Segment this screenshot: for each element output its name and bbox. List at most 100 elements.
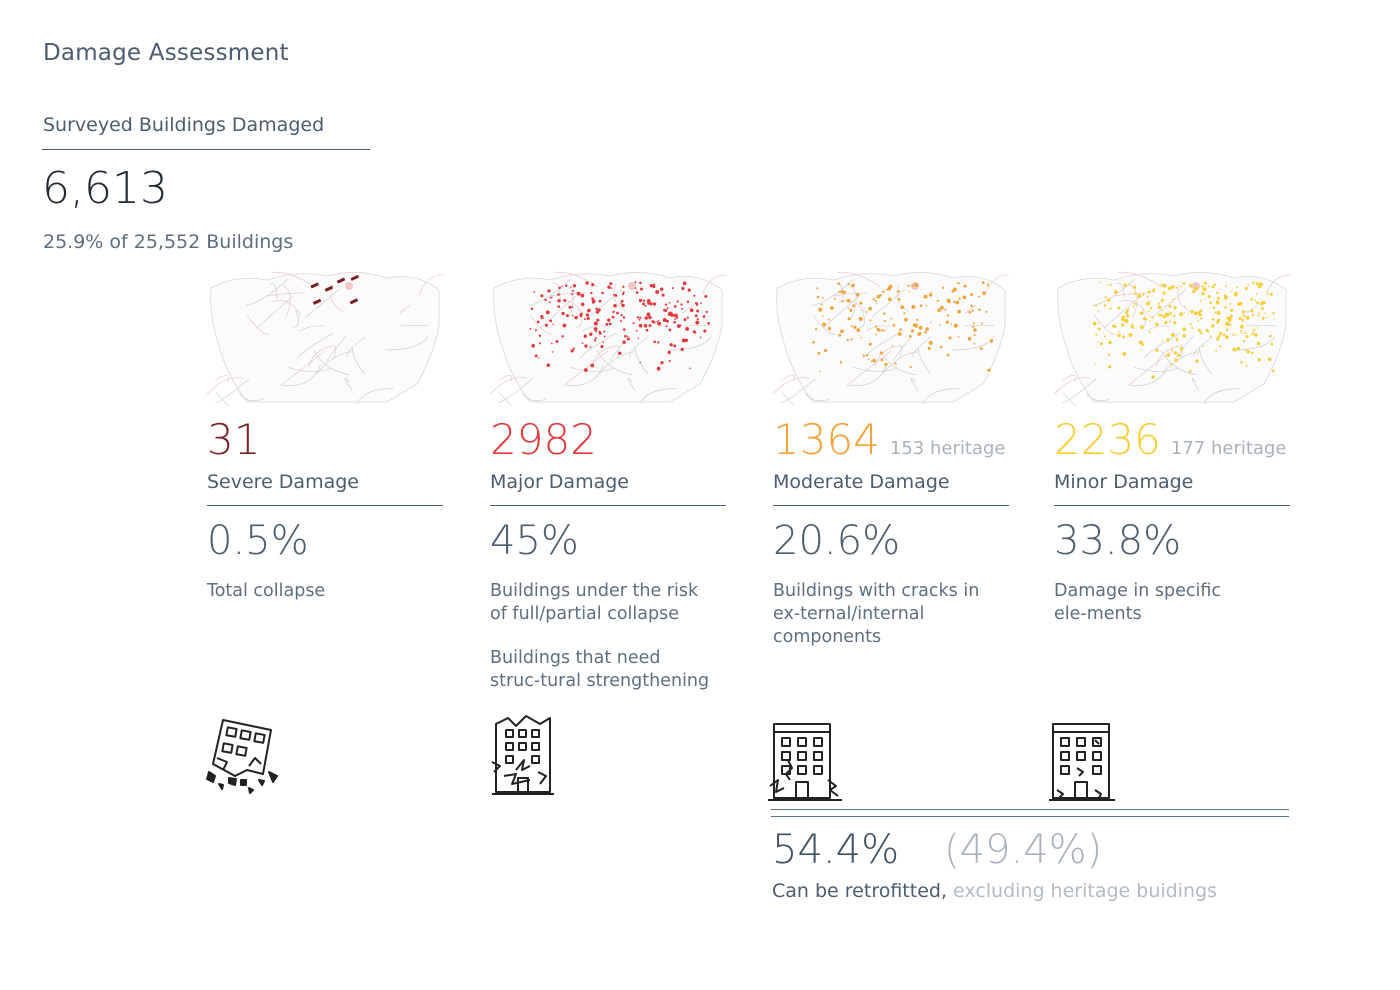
damage-marker [607,285,611,289]
damage-marker [1204,298,1206,300]
damage-marker [1173,351,1178,355]
damage-marker [1139,325,1144,330]
damage-marker [1151,316,1154,319]
damage-marker [667,350,671,355]
surveyed-buildings-label: Surveyed Buildings Damaged [43,114,325,136]
damage-marker [850,338,853,341]
map-road [984,274,1009,296]
damage-marker [1161,309,1163,311]
divider [207,505,443,506]
damage-marker [1273,318,1275,321]
map-road [308,345,336,367]
damage-marker [1235,334,1237,336]
map-road [591,345,619,367]
map-road [553,283,561,300]
damage-marker [689,367,691,370]
damage-marker [585,313,590,317]
damage-marker [668,359,671,362]
map-road [280,350,326,386]
damage-marker [529,327,532,330]
severe-damage-map [207,266,443,406]
divider [771,809,1289,810]
map-road [271,271,315,288]
damage-marker [914,283,919,288]
damage-marker [1114,325,1117,328]
damage-marker [1134,302,1137,305]
damage-marker [648,315,652,320]
divider [1054,505,1290,506]
map-road [838,300,868,316]
damage-marker [909,365,912,369]
damage-marker [1133,285,1137,289]
damage-marker [542,317,545,320]
damage-marker [837,282,841,285]
damage-marker [1124,319,1129,323]
damage-marker [555,340,559,343]
damage-marker [849,308,853,312]
damage-marker [1201,292,1205,296]
map-road [1092,278,1136,306]
map-road [588,288,623,318]
damage-marker [1139,311,1144,316]
major-damage-description: Buildings under the risk of full/partial… [490,581,699,624]
map-outline [776,272,1006,403]
damage-marker [651,320,655,323]
damage-marker [950,323,953,325]
damage-marker [1201,285,1204,288]
damage-marker [858,316,862,320]
damage-marker [955,300,960,305]
map-svg-2 [773,271,1009,406]
damage-marker [598,331,602,335]
map-road [499,392,512,406]
map-road [1198,347,1212,375]
damage-marker [1238,316,1242,320]
map-road [1177,284,1191,313]
map-road [922,388,960,405]
damage-marker [987,284,990,287]
damage-marker [1190,310,1194,314]
damage-marker [884,362,888,366]
damage-marker [856,292,860,297]
damage-marker [657,321,662,326]
damage-marker [1131,323,1134,326]
map-svg-0 [207,271,443,406]
map-road [1119,300,1149,316]
damage-marker [1098,302,1101,305]
damage-marker [645,328,649,332]
map-road [912,336,932,358]
damage-marker [673,305,677,308]
damage-marker [1193,311,1198,316]
damage-marker [1126,309,1128,312]
map-outline [1057,272,1287,403]
damage-marker [626,335,629,338]
damage-marker [1097,327,1101,331]
damage-marker [924,330,927,334]
map-road [215,378,250,403]
damage-marker [839,361,843,364]
damage-marker [621,292,625,296]
damage-marker [552,323,554,326]
damage-marker [1236,346,1241,351]
damage-marker [874,325,878,328]
damage-marker [1236,286,1239,289]
damage-marker [985,310,988,313]
damage-marker [915,323,919,326]
map-road [965,304,977,314]
damage-marker [874,299,877,303]
damage-marker [673,320,676,324]
damage-marker [1252,329,1256,332]
damage-marker [1224,295,1228,300]
damage-marker [591,300,595,304]
damage-marker [1142,317,1146,321]
damage-marker [822,315,824,317]
damage-marker [1255,293,1258,296]
map-outline [210,272,440,403]
map-road [882,351,920,374]
damage-marker [1106,298,1111,303]
damage-marker [847,282,850,286]
damage-marker [1132,305,1135,308]
map-road [316,351,354,374]
damage-marker [634,281,637,284]
map-road [239,393,264,402]
damage-marker [1217,335,1221,338]
